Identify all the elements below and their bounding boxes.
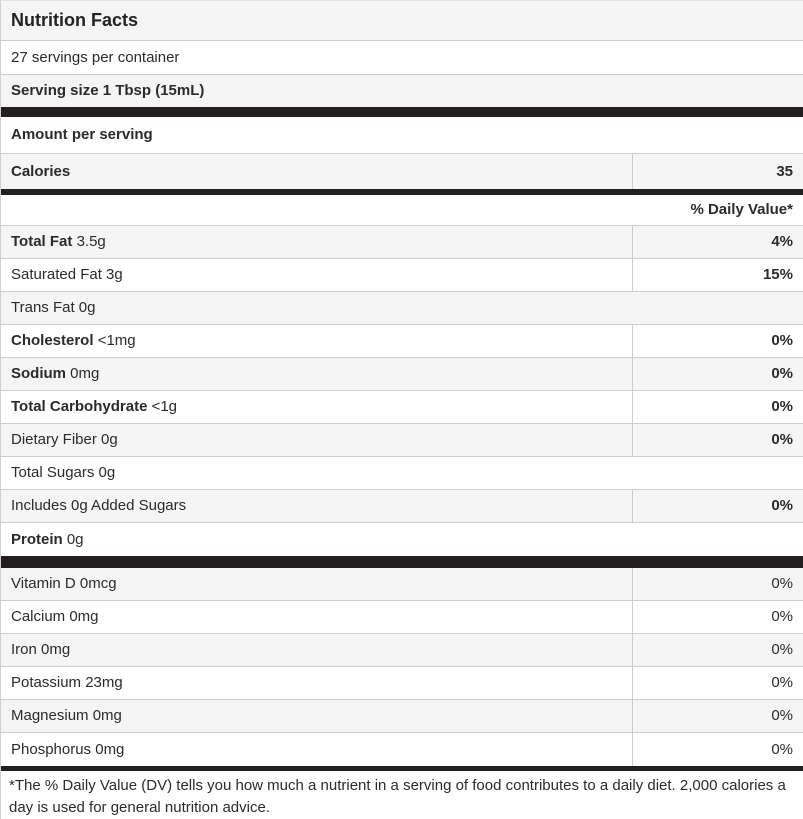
servings-per-container: 27 servings per container	[11, 48, 180, 66]
nutrient-daily-value: 4%	[632, 226, 803, 258]
nutrient-row: Sodium 0mg 0%	[1, 358, 803, 391]
nutrient-row: Phosphorus 0mg 0%	[1, 733, 803, 766]
amount-per-serving: Amount per serving	[11, 126, 153, 143]
nutrient-row: Potassium 23mg 0%	[1, 667, 803, 700]
nutrient-row: Calcium 0mg 0%	[1, 601, 803, 634]
daily-value-header-row: % Daily Value*	[1, 195, 803, 226]
nutrient-row: Vitamin D 0mcg 0%	[1, 568, 803, 601]
serving-size-row: Serving size 1 Tbsp (15mL)	[1, 75, 803, 107]
nutrient-name: Dietary Fiber 0g	[11, 431, 118, 448]
nutrient-daily-value: 0%	[632, 700, 803, 732]
daily-value-header: % Daily Value*	[690, 201, 793, 218]
nutrients-section: Total Fat 3.5g 4% Saturated Fat 3g 15% T…	[1, 226, 803, 556]
section-divider-bar	[1, 766, 803, 771]
micronutrients-section: Vitamin D 0mcg 0% Calcium 0mg 0% Iron 0m…	[1, 568, 803, 766]
nutrient-daily-value: 15%	[632, 259, 803, 291]
nutrient-row: Protein 0g	[1, 523, 803, 556]
nutrient-daily-value: 0%	[632, 601, 803, 633]
section-divider-bar	[1, 107, 803, 117]
nutrient-daily-value: 0%	[632, 358, 803, 390]
nutrient-row: Total Sugars 0g	[1, 457, 803, 490]
nutrient-name: Total Fat 3.5g	[11, 233, 106, 250]
label-title: Nutrition Facts	[11, 9, 139, 30]
nutrient-name: Trans Fat 0g	[11, 299, 96, 316]
nutrient-row: Total Carbohydrate <1g 0%	[1, 391, 803, 424]
nutrient-name: Saturated Fat 3g	[11, 266, 123, 283]
calories-value: 35	[632, 154, 803, 189]
nutrient-name: Total Sugars 0g	[11, 464, 116, 481]
nutrient-row: Iron 0mg 0%	[1, 634, 803, 667]
nutrient-name: Magnesium 0mg	[11, 707, 122, 724]
nutrient-name: Sodium 0mg	[11, 365, 100, 382]
label-title-row: Nutrition Facts	[1, 1, 803, 41]
nutrient-daily-value: 0%	[632, 490, 803, 522]
nutrient-daily-value: 0%	[632, 667, 803, 699]
footnote-row: *The % Daily Value (DV) tells you how mu…	[1, 771, 803, 819]
nutrient-name: Includes 0g Added Sugars	[11, 497, 187, 514]
nutrient-name: Potassium 23mg	[11, 674, 123, 691]
nutrient-row: Magnesium 0mg 0%	[1, 700, 803, 733]
nutrient-name: Calcium 0mg	[11, 608, 99, 625]
nutrient-row: Dietary Fiber 0g 0%	[1, 424, 803, 457]
nutrient-daily-value: 0%	[632, 634, 803, 666]
nutrient-name: Iron 0mg	[11, 641, 71, 658]
nutrient-daily-value: 0%	[632, 733, 803, 766]
nutrient-name: Cholesterol <1mg	[11, 332, 136, 349]
nutrient-name: Vitamin D 0mcg	[11, 575, 117, 592]
section-divider-bar	[1, 556, 803, 568]
servings-per-container-row: 27 servings per container	[1, 41, 803, 75]
nutrient-name: Total Carbohydrate <1g	[11, 398, 178, 415]
nutrient-row: Cholesterol <1mg 0%	[1, 325, 803, 358]
nutrient-row: Includes 0g Added Sugars 0%	[1, 490, 803, 523]
nutrient-daily-value: 0%	[632, 568, 803, 600]
section-divider-bar	[1, 189, 803, 195]
nutrient-daily-value: 0%	[632, 391, 803, 423]
nutrient-row: Trans Fat 0g	[1, 292, 803, 325]
serving-size: Serving size 1 Tbsp (15mL)	[11, 82, 205, 99]
nutrient-row: Total Fat 3.5g 4%	[1, 226, 803, 259]
nutrient-daily-value: 0%	[632, 424, 803, 456]
daily-value-footnote: *The % Daily Value (DV) tells you how mu…	[9, 777, 786, 816]
nutrient-row: Saturated Fat 3g 15%	[1, 259, 803, 292]
calories-row: Calories 35	[1, 154, 803, 189]
nutrient-daily-value: 0%	[632, 325, 803, 357]
amount-per-serving-row: Amount per serving	[1, 117, 803, 154]
nutrient-name: Phosphorus 0mg	[11, 740, 125, 758]
nutrient-name: Protein 0g	[11, 530, 84, 548]
calories-label: Calories	[11, 162, 71, 180]
